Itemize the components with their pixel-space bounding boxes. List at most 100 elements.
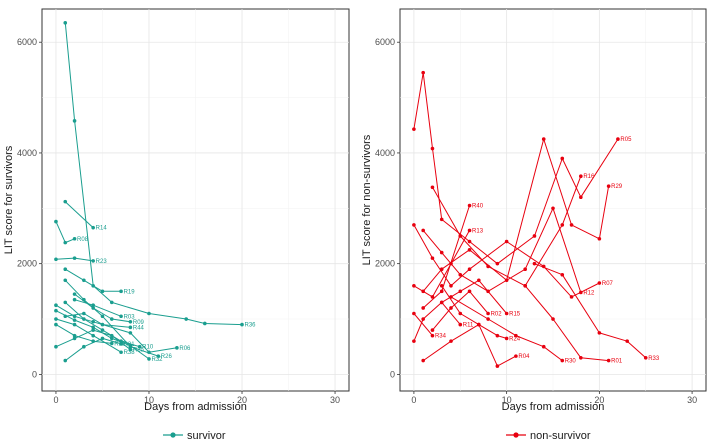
data-point <box>625 339 629 343</box>
data-point <box>606 358 611 363</box>
data-point <box>458 322 463 327</box>
data-point <box>100 322 105 327</box>
data-point <box>439 300 444 305</box>
series-R02: R02 <box>430 289 502 332</box>
series-line <box>413 224 600 298</box>
point-label: R23 <box>96 259 108 265</box>
series-line <box>422 138 610 292</box>
point-label: R15 <box>509 311 521 317</box>
data-point <box>569 223 574 227</box>
series-line <box>413 230 470 298</box>
data-point <box>203 321 207 326</box>
data-point <box>175 346 179 350</box>
data-point <box>72 256 77 260</box>
data-point <box>495 364 500 368</box>
y-tick-label: 4000 <box>375 148 395 158</box>
data-point <box>449 295 453 299</box>
series-R01: R01 <box>523 284 623 365</box>
point-label: R19 <box>124 289 136 295</box>
data-point <box>467 267 472 272</box>
point-label: R33 <box>648 356 660 362</box>
series-R03: R03 <box>72 297 136 320</box>
data-point <box>486 264 490 269</box>
series-line <box>64 201 94 229</box>
gridlines <box>400 9 706 391</box>
y-tick-label: 2000 <box>375 259 395 269</box>
data-point <box>109 336 114 341</box>
data-point <box>467 239 472 244</box>
data-point <box>597 281 602 285</box>
data-point <box>514 354 518 358</box>
data-point <box>551 206 555 211</box>
data-point <box>91 333 95 338</box>
series-R25: R25 <box>54 328 145 353</box>
series-line <box>65 313 131 328</box>
series-R05: R05 <box>412 70 632 266</box>
data-point <box>477 322 481 327</box>
point-label: R07 <box>602 281 614 287</box>
data-point <box>579 355 583 360</box>
data-point <box>91 325 95 330</box>
data-point <box>119 314 123 319</box>
legend-key-point <box>513 432 519 438</box>
data-point <box>63 240 68 245</box>
data-point <box>458 289 463 294</box>
data-point <box>119 342 123 346</box>
data-point <box>412 284 416 288</box>
point-label: R03 <box>124 314 136 320</box>
data-point <box>54 344 58 349</box>
data-point <box>551 317 555 321</box>
data-point <box>421 306 425 310</box>
data-point <box>467 203 472 208</box>
data-point <box>100 328 105 332</box>
y-axis-title: LIT score for non-survivors <box>361 134 373 265</box>
legend-label: survivor <box>187 430 226 442</box>
data-point <box>72 236 77 241</box>
legend-label: non-survivor <box>530 430 591 442</box>
x-axis-title: Days from admission <box>502 401 605 413</box>
series-line <box>65 337 122 362</box>
series-R30: R30 <box>449 295 576 365</box>
point-label: R31 <box>124 342 136 348</box>
point-label: R12 <box>583 290 595 296</box>
data-point <box>449 306 453 310</box>
series-R40: R40 <box>421 203 484 310</box>
data-point <box>54 303 58 307</box>
data-point <box>541 344 546 349</box>
series-line <box>55 304 177 353</box>
series-R14: R14 <box>63 199 107 232</box>
data-point <box>643 355 648 360</box>
data-point <box>72 292 77 296</box>
data-point <box>119 350 123 355</box>
data-point <box>421 358 425 363</box>
data-point <box>458 311 463 316</box>
point-label: R08 <box>77 237 89 243</box>
data-point <box>477 278 481 283</box>
data-point <box>412 223 416 227</box>
data-point <box>72 336 77 341</box>
y-tick-label: 6000 <box>375 37 395 47</box>
data-point <box>63 267 68 272</box>
series-line <box>64 22 243 326</box>
gridlines <box>42 9 349 391</box>
data-point <box>532 261 537 266</box>
data-point <box>430 256 435 260</box>
data-point <box>597 331 602 335</box>
data-point <box>439 250 444 255</box>
series-R04: R04 <box>421 322 530 368</box>
series-R31: R31 <box>63 336 136 363</box>
x-tick-label: 10 <box>144 395 154 405</box>
series-line <box>413 313 433 336</box>
data-point <box>109 333 114 338</box>
data-point <box>541 137 546 141</box>
data-point <box>412 339 416 343</box>
data-point <box>54 257 58 262</box>
data-point <box>560 272 565 277</box>
data-point <box>137 344 142 349</box>
data-point <box>91 259 95 263</box>
data-point <box>100 336 105 341</box>
data-point <box>54 322 58 327</box>
data-point <box>439 284 444 288</box>
data-point <box>449 261 453 266</box>
data-point <box>579 290 583 295</box>
